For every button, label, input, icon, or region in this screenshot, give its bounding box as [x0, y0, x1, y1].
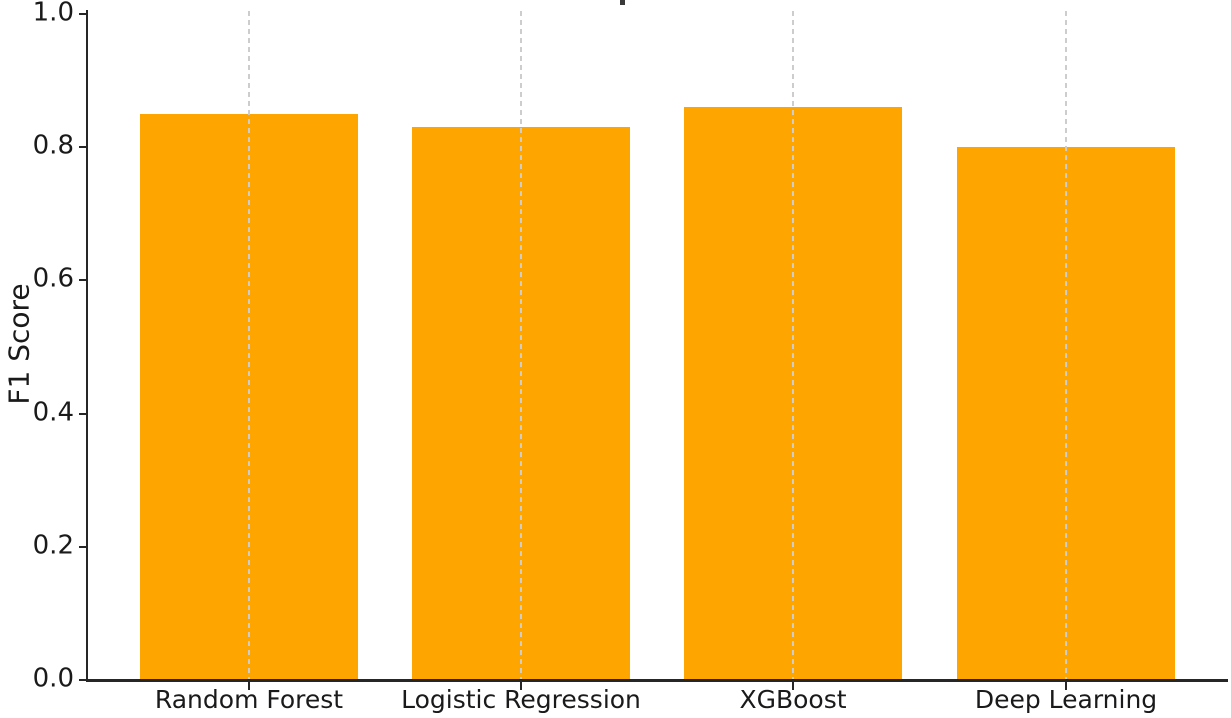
x-tick-label-random-forest: Random Forest: [154, 685, 344, 714]
gridline-random-forest: [248, 11, 250, 680]
y-tick-mark: [79, 146, 87, 149]
y-tick-mark: [79, 412, 87, 415]
x-tick-mark: [1065, 682, 1067, 690]
clipped-title-fragment: [620, 0, 625, 5]
x-tick-mark: [792, 682, 794, 690]
y-axis-label: F1 Score: [2, 283, 36, 405]
y-tick-label: 0.4: [32, 397, 74, 428]
x-tick-mark: [248, 682, 250, 690]
x-tick-label-deep-learning: Deep Learning: [974, 685, 1158, 714]
gridline-logistic-regression: [520, 11, 522, 680]
y-tick-label: 0.0: [32, 663, 74, 694]
y-tick-label: 0.8: [32, 130, 74, 161]
y-tick-mark: [79, 13, 87, 15]
x-axis-spine: [86, 679, 1228, 682]
y-tick-mark: [79, 545, 87, 548]
y-axis-spine: [86, 10, 88, 682]
y-tick-label: 1.0: [32, 0, 74, 28]
gridline-xgboost: [792, 11, 794, 680]
x-tick-label-xgboost: XGBoost: [739, 685, 847, 714]
y-tick-label: 0.6: [32, 263, 74, 294]
y-tick-mark: [79, 679, 87, 681]
gridline-deep-learning: [1065, 11, 1067, 680]
x-tick-label-logistic-regression: Logistic Regression: [401, 685, 641, 714]
x-tick-mark: [520, 682, 522, 690]
y-tick-label: 0.2: [32, 530, 74, 561]
y-tick-mark: [79, 279, 87, 282]
